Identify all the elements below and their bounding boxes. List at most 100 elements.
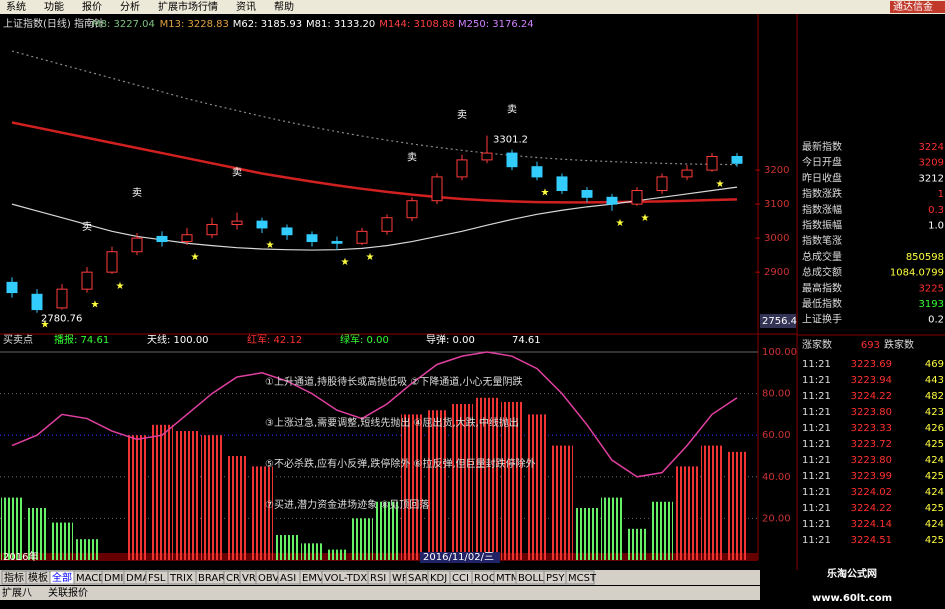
candle-body — [256, 220, 268, 229]
indicator-bar — [51, 522, 73, 560]
y-tick-label: 2900 — [764, 267, 789, 278]
menu-item[interactable]: 帮助 — [274, 0, 294, 13]
tab-label[interactable]: EMV — [302, 573, 324, 584]
tab-label[interactable]: 模板 — [28, 571, 48, 584]
tab-label[interactable]: CCI — [452, 573, 469, 584]
ma-legend: M62: 3185.93 — [233, 19, 302, 30]
tab-label[interactable]: DMA — [126, 573, 149, 584]
tick-volume: 426 — [925, 423, 944, 434]
tab-label[interactable]: SAR — [408, 573, 428, 584]
tab-label[interactable]: 全部 — [52, 571, 72, 584]
indicator-note: ①上升通道,持股待长或高抛低吸 ②下降通道,小心无量阴跌 — [265, 375, 522, 388]
menu-bar — [0, 0, 945, 14]
tab-label[interactable]: KDJ — [430, 573, 447, 584]
indicator-bar — [351, 518, 373, 560]
breadth-label: 跌家数 — [884, 338, 914, 351]
tab-label[interactable]: BOLL — [518, 573, 544, 584]
indicator-bar — [726, 451, 748, 560]
tab-label[interactable]: FSL — [148, 573, 166, 584]
y-tick-label: 80.00 — [762, 389, 791, 400]
indicator-bar — [276, 535, 298, 560]
menu-item[interactable]: 资讯 — [236, 1, 256, 13]
indicator-bar — [576, 508, 598, 560]
chart-title: 上证指数(日线) 指南针 — [3, 17, 104, 30]
buy-star: ★ — [91, 300, 100, 311]
tab-label[interactable]: WR — [392, 573, 409, 584]
quote-label: 指数涨幅 — [802, 203, 842, 216]
tick-price: 3224.51 — [851, 535, 892, 546]
indicator-bar — [651, 501, 673, 560]
tab-label[interactable]: MACD — [76, 573, 106, 584]
tab-label[interactable]: ROC — [474, 573, 496, 584]
candle-body — [506, 152, 518, 168]
ma-legend: M81: 3133.20 — [306, 19, 375, 30]
buy-star: ★ — [266, 240, 275, 251]
tab[interactable] — [565, 570, 595, 585]
tick-volume: 424 — [925, 455, 944, 466]
y-tick-label: 100.00 — [762, 347, 797, 358]
candle-body — [156, 235, 168, 243]
candle-body — [81, 271, 93, 290]
tick-price: 3223.80 — [851, 455, 892, 466]
quote-label: 上证换手 — [802, 313, 842, 326]
candle-body — [681, 169, 693, 178]
indicator-bar — [376, 501, 398, 560]
quote-label: 总成交量 — [802, 250, 842, 263]
tick-volume: 443 — [925, 375, 944, 386]
sell-signal: 卖 — [82, 221, 92, 233]
quote-label: 最低指数 — [802, 297, 842, 310]
tab-label[interactable]: PSY — [546, 573, 565, 584]
tab-label[interactable]: VOL-TDX — [324, 573, 367, 584]
tick-volume: 482 — [925, 391, 944, 402]
menu-item[interactable]: 扩展市场行情 — [158, 0, 218, 13]
tick-time: 11:21 — [802, 503, 831, 514]
tick-price: 3223.99 — [851, 471, 892, 482]
tab-label[interactable]: OBV — [258, 573, 279, 584]
indicator-bar — [401, 414, 423, 560]
buy-star: ★ — [716, 179, 725, 190]
tab-label[interactable]: BRAR — [198, 573, 225, 584]
indicator-bar — [601, 497, 623, 560]
tab-label[interactable]: MCST — [568, 573, 597, 584]
tick-time: 11:21 — [802, 471, 831, 482]
sell-signal: 卖 — [132, 187, 142, 199]
tick-volume: 425 — [925, 503, 944, 514]
y-tick-label: 20.00 — [762, 513, 791, 524]
menu-item[interactable]: 报价 — [82, 0, 102, 13]
ma-legend: M13: 3228.83 — [160, 19, 229, 30]
tab-label[interactable]: VR — [242, 573, 256, 584]
y-tick-label: 3100 — [764, 199, 789, 210]
indicator-bar — [701, 445, 723, 560]
tick-price: 3223.33 — [851, 423, 892, 434]
tab-label[interactable]: DMI — [104, 573, 123, 584]
tab-label[interactable]: TRIX — [169, 573, 193, 584]
candle-body — [31, 293, 43, 311]
bottom-tab[interactable]: 关联报价 — [48, 586, 88, 599]
tab-label[interactable]: ASI — [280, 573, 296, 584]
ma-legend: M144: 3108.88 — [379, 19, 455, 30]
tick-price: 3223.69 — [851, 359, 892, 370]
candle-body — [631, 190, 643, 205]
ma-legend: M250: 3176.24 — [458, 19, 534, 30]
date-cursor — [420, 552, 500, 563]
ma-line — [11, 186, 738, 251]
menu-item[interactable]: 分析 — [120, 0, 140, 13]
candle-body — [731, 155, 743, 164]
tab-label[interactable]: CR — [226, 573, 240, 584]
tab-label[interactable]: RSI — [370, 573, 386, 584]
indicator-header: 天线: 100.00 — [147, 333, 209, 346]
breadth-label: 涨家数 — [802, 338, 832, 351]
bottom-tab[interactable]: 扩展八 — [2, 586, 32, 599]
candle-body — [106, 251, 118, 273]
ma-legend: M8: 3227.04 — [92, 19, 155, 30]
tick-time: 11:21 — [802, 407, 831, 418]
indicator-bar — [76, 539, 98, 560]
menu-item[interactable]: 功能 — [44, 0, 64, 13]
tick-time: 11:21 — [802, 359, 831, 370]
menu-item[interactable]: 系统 — [6, 0, 26, 13]
indicator-bar — [476, 397, 498, 560]
quote-label: 最新指数 — [802, 140, 842, 153]
tab-label[interactable]: 指标 — [4, 571, 24, 584]
candle-body — [181, 234, 193, 243]
tab-label[interactable]: MTM — [496, 573, 519, 584]
